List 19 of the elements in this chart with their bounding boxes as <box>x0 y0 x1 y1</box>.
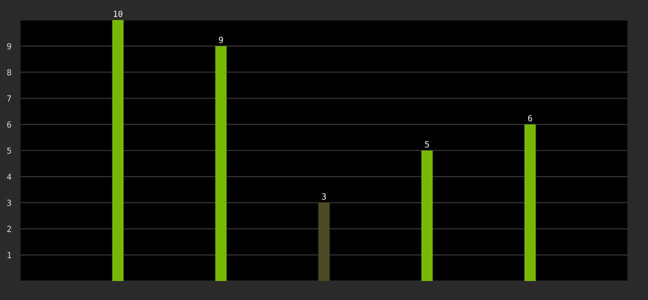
data-label: 10 <box>114 10 122 17</box>
y-tick-label: 2 <box>7 226 11 232</box>
data-label: 3 <box>322 193 326 200</box>
y-tick-label: 3 <box>7 200 12 206</box>
data-label: 6 <box>528 115 532 122</box>
y-tick-label: 5 <box>7 148 11 154</box>
bar <box>524 124 536 281</box>
data-label: 9 <box>218 36 223 44</box>
bar <box>112 20 124 281</box>
bar <box>215 46 227 281</box>
bar <box>318 202 330 281</box>
data-label: 5 <box>425 141 429 148</box>
y-tick-label: 8 <box>7 69 12 76</box>
y-tick-label: 1 <box>8 252 12 258</box>
y-tick-label: 4 <box>7 174 12 180</box>
y-tick-label: 6 <box>7 121 12 128</box>
bar <box>421 150 433 281</box>
y-tick-label: 7 <box>7 95 12 102</box>
y-tick-label: 9 <box>7 43 12 50</box>
